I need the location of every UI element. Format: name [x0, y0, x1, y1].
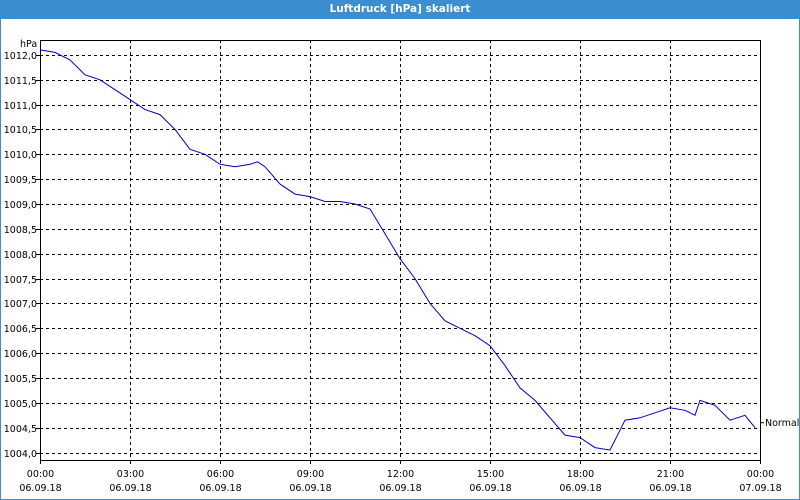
series-end-label: Normal [765, 418, 799, 429]
x-tick-date: 06.09.18 [289, 483, 331, 494]
x-tick-time: 21:00 [657, 469, 684, 480]
y-tick-label: 1012,0 [4, 51, 37, 62]
x-tick-time: 06:00 [207, 469, 234, 480]
y-tick-label: 1008,5 [4, 225, 37, 236]
y-tick-label: 1010,0 [4, 150, 37, 161]
x-tick-date: 06.09.18 [649, 483, 691, 494]
x-tick-date: 07.09.18 [739, 483, 781, 494]
y-tick-label: 1009,0 [4, 200, 37, 211]
x-tick-date: 06.09.18 [469, 483, 511, 494]
x-tick-date: 06.09.18 [199, 483, 241, 494]
x-tick-date: 06.09.18 [559, 483, 601, 494]
y-tick-label: 1005,5 [4, 374, 37, 385]
series-layer: Normal [39, 49, 799, 451]
y-tick-label: 1008,0 [4, 250, 37, 261]
x-tick-date: 06.09.18 [379, 483, 421, 494]
y-axis: 1004,0 1004,5 1005,0 1005,5 1006,0 1006,5 1007… [4, 51, 40, 460]
x-axis: 00:00 06.09.18 03:00 06.09.18 06:00 06.09.18 0… [19, 460, 782, 494]
y-tick-label: 1005,0 [4, 399, 37, 410]
title-bar [0, 0, 800, 19]
chart-title: Luftdruck [hPa] skaliert [329, 3, 471, 15]
grid [40, 40, 760, 460]
y-tick-label: 1007,5 [4, 275, 37, 286]
x-tick-time: 12:00 [387, 469, 414, 480]
y-tick-label: 1007,0 [4, 299, 37, 310]
series-line-normal [39, 49, 756, 451]
y-tick-label: 1004,0 [4, 449, 37, 460]
y-tick-label: 1009,5 [4, 175, 37, 186]
y-tick-label: 1011,0 [4, 101, 37, 112]
y-tick-label: 1006,5 [4, 324, 37, 335]
y-tick-label: 1010,5 [4, 125, 37, 136]
y-tick-label: 1011,5 [4, 76, 37, 87]
x-tick-date: 06.09.18 [19, 483, 61, 494]
x-tick-time: 15:00 [477, 469, 504, 480]
x-tick-time: 09:00 [297, 469, 324, 480]
x-tick-date: 06.09.18 [109, 483, 151, 494]
x-tick-time: 03:00 [117, 469, 144, 480]
y-tick-label: 1004,5 [4, 424, 37, 435]
y-tick-label: 1006,0 [4, 349, 37, 360]
x-tick-time: 18:00 [567, 469, 594, 480]
x-tick-time: 00:00 [27, 469, 54, 480]
y-axis-label: hPa [20, 39, 37, 50]
x-tick-time: 00:00 [747, 469, 774, 480]
